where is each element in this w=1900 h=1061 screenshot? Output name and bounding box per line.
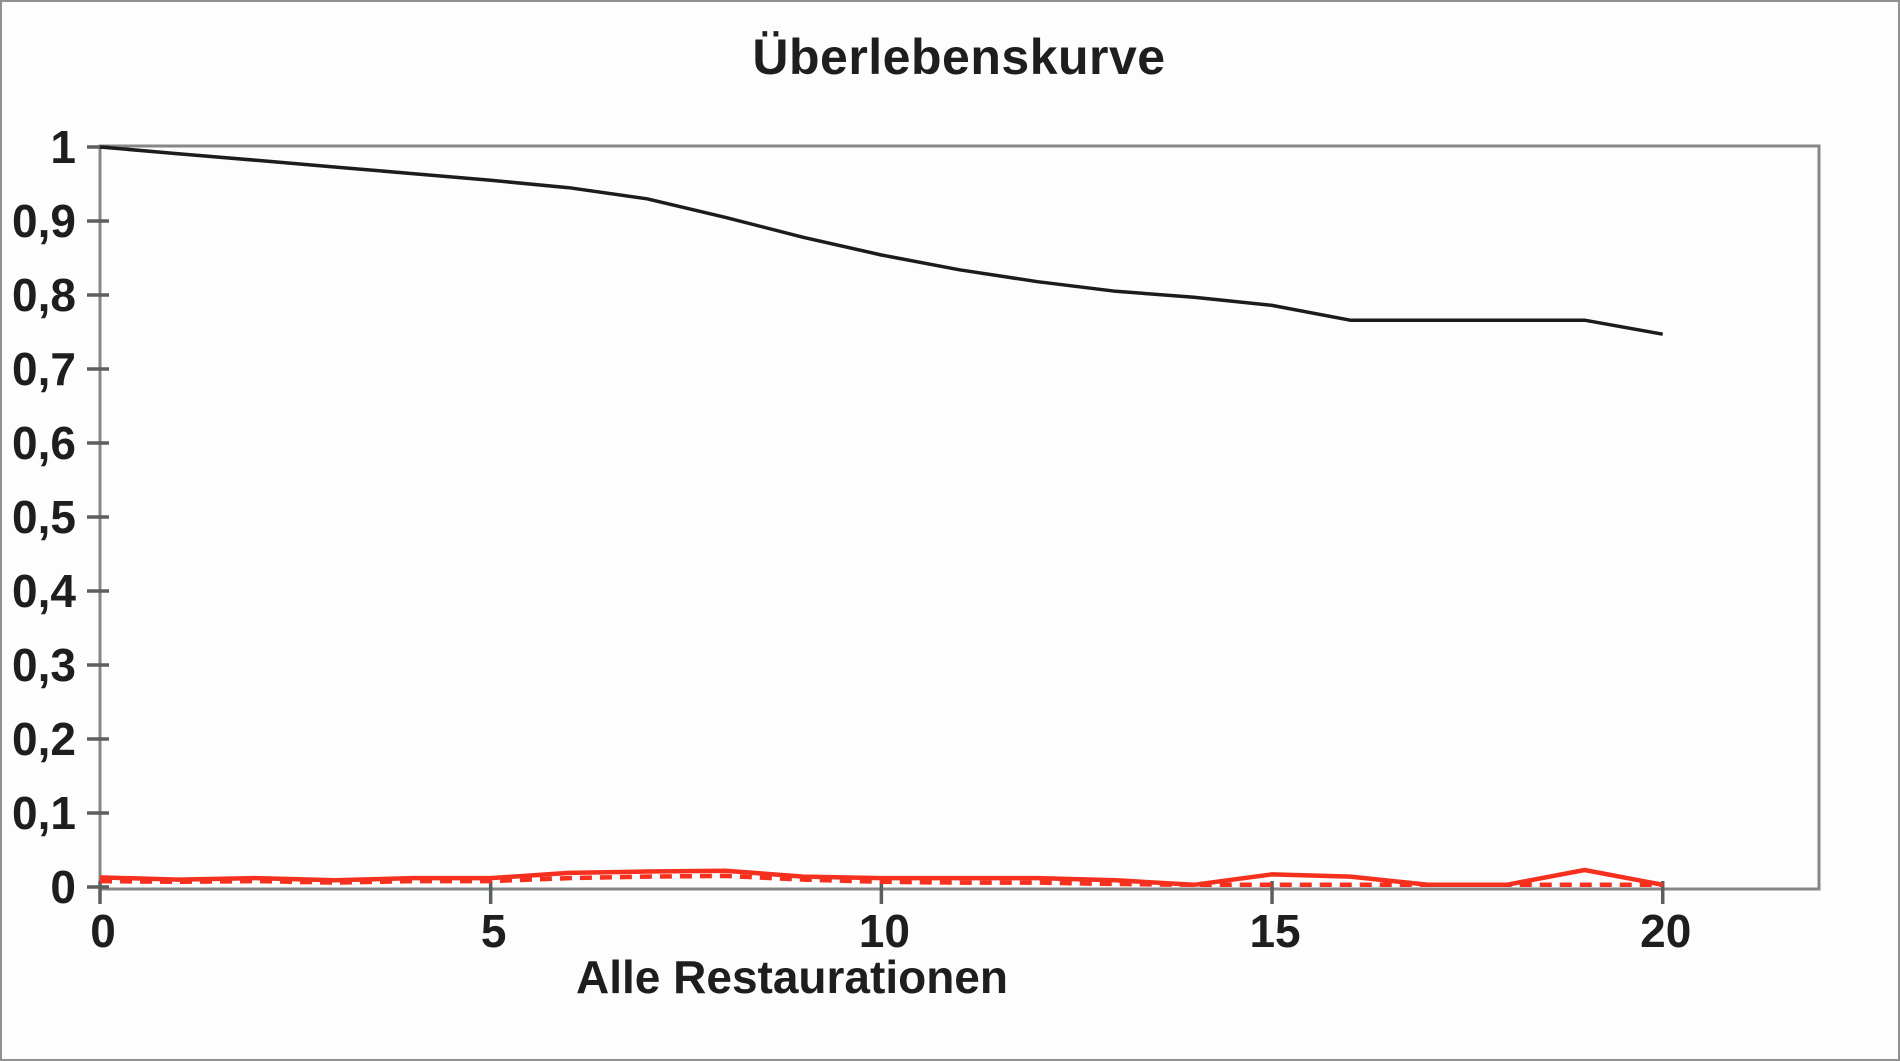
series-black-solid	[99, 145, 1664, 336]
series-red-solid	[99, 867, 1664, 888]
chart-title: Überlebenskurve	[752, 29, 1166, 85]
plot-frame	[98, 144, 1821, 891]
x-tick-label: 5	[481, 905, 507, 957]
y-tick-label: 0,3	[12, 639, 76, 691]
y-tick-label: 1	[50, 121, 76, 173]
y-tick-label: 0	[50, 861, 76, 913]
x-axis-label: Alle Restaurationen	[576, 951, 1008, 1003]
y-tick-label: 0,5	[12, 491, 76, 543]
x-tick-label: 0	[90, 905, 116, 957]
y-tick-label: 0,9	[12, 195, 76, 247]
y-tick-label: 0,1	[12, 787, 76, 839]
y-tick-label: 0,7	[12, 343, 76, 395]
y-tick-label: 0,4	[12, 565, 76, 617]
x-tick-label: 15	[1249, 905, 1300, 957]
y-tick-label: 0,6	[12, 417, 76, 469]
series-red-dashed	[99, 873, 1663, 888]
y-tick-label: 0,2	[12, 713, 76, 765]
x-tick-label: 20	[1640, 905, 1691, 957]
y-tick-label: 0,8	[12, 269, 76, 321]
x-tick-label: 10	[859, 905, 910, 957]
